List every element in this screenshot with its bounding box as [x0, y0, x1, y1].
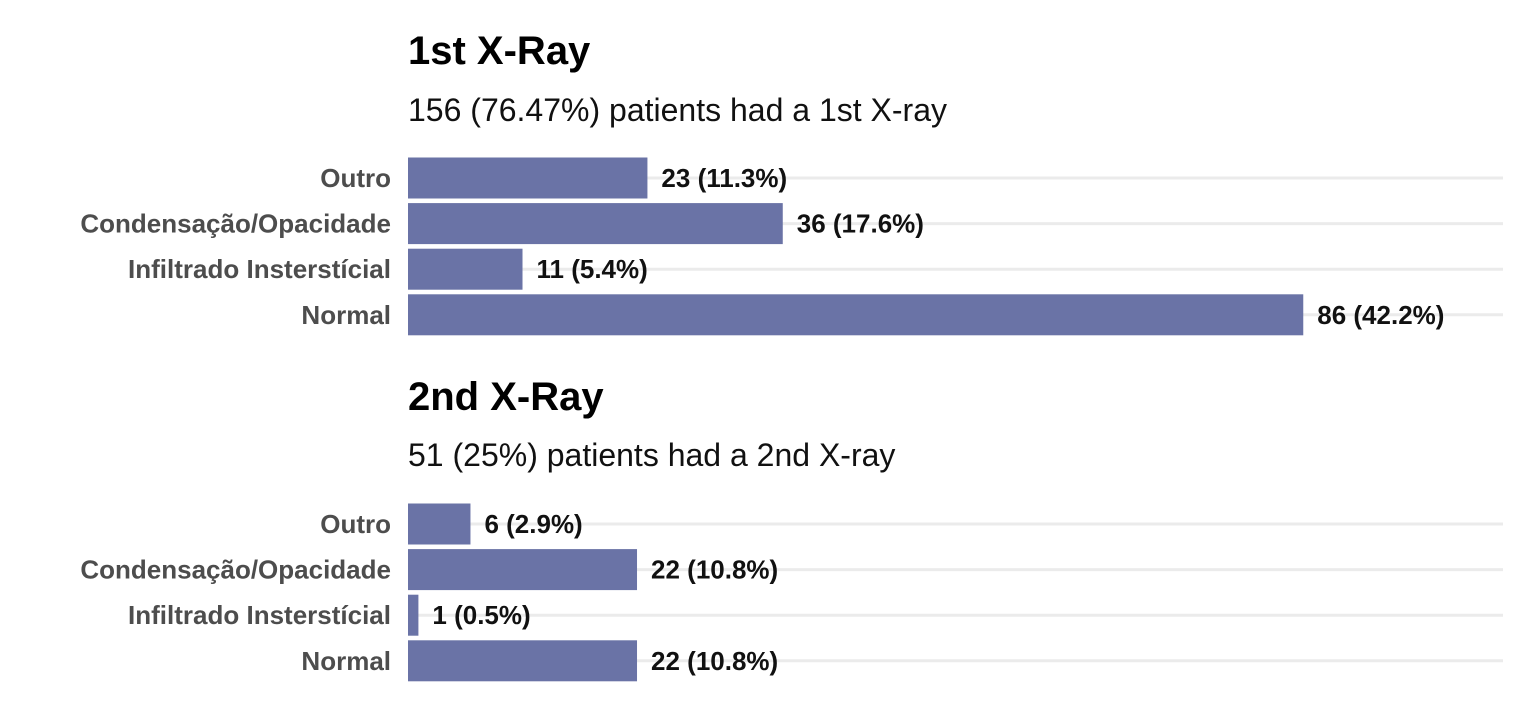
bar	[408, 248, 523, 290]
data-label: 36 (17.6%)	[797, 209, 924, 239]
bar	[408, 157, 648, 199]
bar	[408, 594, 419, 636]
category-label: Infiltrado Insterstícial	[128, 254, 391, 284]
data-label: 1 (0.5%)	[432, 600, 530, 630]
category-label: Normal	[301, 300, 391, 330]
data-label: 86 (42.2%)	[1317, 300, 1444, 330]
category-label: Condensação/Opacidade	[80, 209, 391, 239]
bar-chart-2nd-xray: Outro 6 (2.9%) Condensação/Opacidade 22 (10…	[80, 503, 1503, 682]
data-label: 11 (5.4%)	[537, 254, 648, 284]
bar	[408, 640, 638, 682]
data-label: 22 (10.8%)	[651, 555, 778, 585]
chart-subtitle: 51 (25%) patients had a 2nd X-ray	[408, 437, 896, 473]
data-label: 6 (2.9%)	[484, 509, 582, 539]
data-label: 23 (11.3%)	[661, 163, 787, 193]
data-label: 22 (10.8%)	[651, 646, 778, 676]
bar	[408, 294, 1304, 336]
bar	[408, 203, 783, 245]
chart-subtitle: 156 (76.47%) patients had a 1st X-ray	[408, 92, 947, 128]
chart-title: 2nd X-Ray	[408, 375, 604, 419]
chart-title: 1st X-Ray	[408, 29, 591, 73]
category-label: Infiltrado Insterstícial	[128, 600, 391, 630]
category-label: Outro	[320, 163, 391, 193]
bar-chart-1st-xray: Outro 23 (11.3%) Condensação/Opacidade 36 (…	[80, 157, 1503, 336]
bar	[408, 503, 471, 545]
bar	[408, 549, 638, 591]
category-label: Condensação/Opacidade	[80, 555, 391, 585]
category-label: Outro	[320, 509, 391, 539]
category-label: Normal	[301, 646, 391, 676]
